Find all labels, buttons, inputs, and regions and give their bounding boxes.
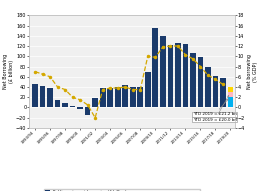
- Bar: [70, 106, 76, 108]
- Y-axis label: Net Borrowing
(£ billion): Net Borrowing (£ billion): [3, 54, 14, 89]
- Bar: [122, 85, 128, 108]
- Bar: [92, 98, 98, 108]
- Bar: [62, 103, 68, 108]
- Bar: [130, 87, 136, 108]
- Bar: [228, 97, 233, 108]
- Bar: [182, 45, 188, 108]
- Bar: [55, 100, 60, 108]
- Bar: [40, 86, 45, 108]
- Bar: [153, 28, 158, 108]
- Bar: [190, 53, 196, 108]
- Bar: [168, 45, 173, 108]
- Bar: [47, 88, 53, 108]
- Bar: [145, 72, 150, 108]
- Bar: [228, 87, 233, 92]
- Bar: [107, 88, 113, 108]
- Text: YTD 2019 = £21.2 bn: YTD 2019 = £21.2 bn: [193, 99, 237, 116]
- Bar: [160, 36, 166, 108]
- Bar: [205, 66, 211, 108]
- Bar: [175, 44, 181, 108]
- Bar: [115, 87, 121, 108]
- Bar: [32, 84, 38, 108]
- Bar: [85, 108, 91, 115]
- Bar: [228, 92, 233, 97]
- Legend: Public sector net borrowing (£ billion), Net borrowing - Year-to-date (April to : Public sector net borrowing (£ billion),…: [44, 189, 200, 191]
- Y-axis label: Net borrowing
(% GDP): Net borrowing (% GDP): [247, 54, 258, 89]
- Bar: [213, 76, 218, 108]
- Text: YTD 2019 = £20.0 bn: YTD 2019 = £20.0 bn: [193, 96, 237, 122]
- Bar: [100, 88, 106, 108]
- Bar: [220, 78, 226, 108]
- Bar: [138, 87, 143, 108]
- Bar: [197, 57, 203, 108]
